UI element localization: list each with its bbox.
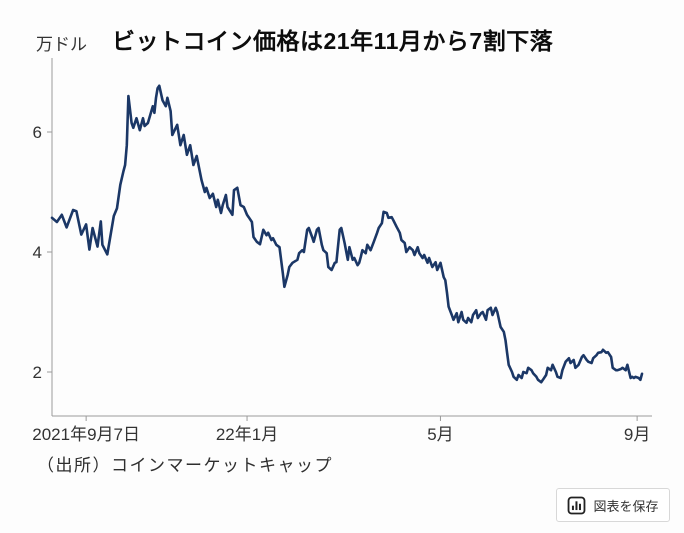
save-chart-button[interactable]: 図表を保存 (556, 488, 670, 522)
save-chart-label: 図表を保存 (593, 498, 659, 514)
price-line (50, 84, 644, 384)
x-tick-label: 5月 (427, 425, 453, 444)
y-tick-label: 6 (33, 123, 42, 142)
y-tick-label: 2 (33, 363, 42, 382)
x-tick-label: 2021年9月7日 (32, 425, 140, 444)
source-label: （出所）コインマーケットキャップ (37, 456, 333, 475)
y-axis-unit-label: 万ドル (36, 35, 87, 54)
chart-title: ビットコイン価格は21年11月から7割下落 (112, 28, 554, 54)
x-tick-label: 22年1月 (216, 425, 278, 444)
x-tick-label: 9月 (624, 425, 650, 444)
bar-chart-icon (568, 496, 586, 514)
y-tick-label: 4 (33, 243, 42, 262)
